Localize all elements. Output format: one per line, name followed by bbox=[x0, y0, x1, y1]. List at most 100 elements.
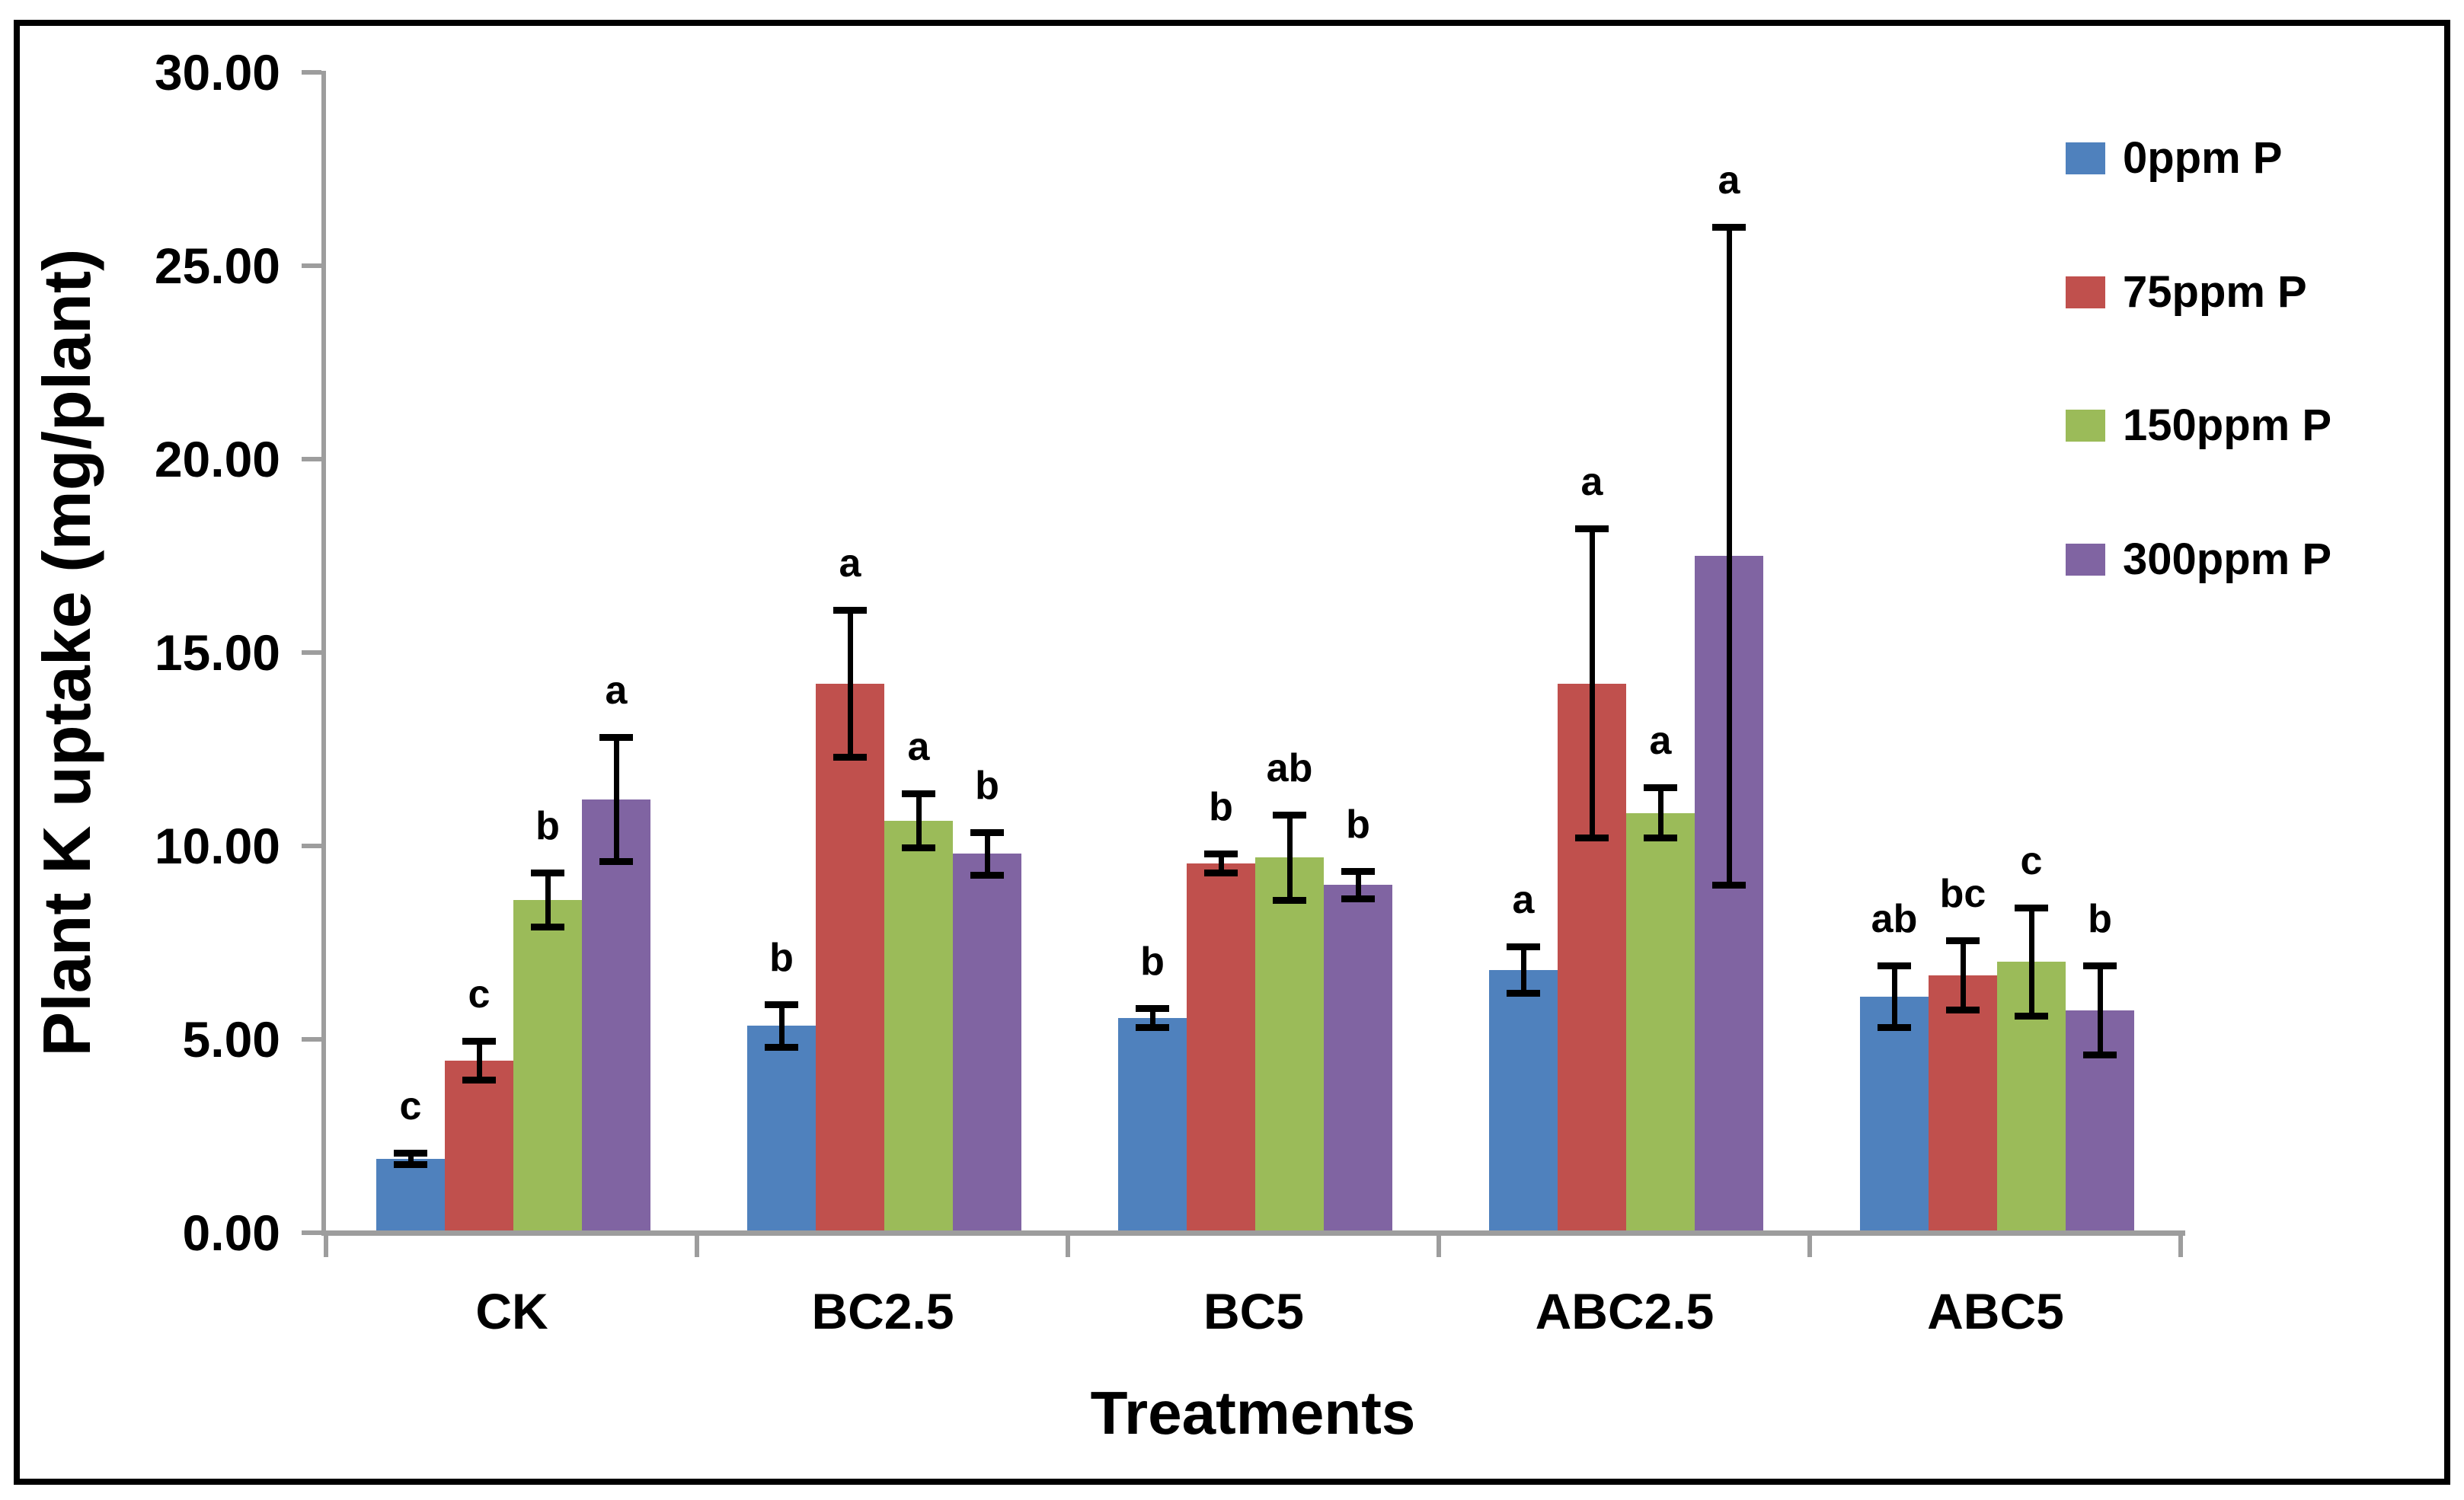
error-bar-stem bbox=[1150, 1005, 1155, 1031]
error-bar-cap-top bbox=[1644, 784, 1677, 791]
x-tick bbox=[1437, 1236, 1441, 1257]
error-bar-cap-top bbox=[1204, 851, 1238, 857]
error-bar-stem bbox=[1287, 812, 1293, 904]
bar-BC2.5-75ppmP bbox=[816, 684, 884, 1233]
error-bar-cap-bottom bbox=[1273, 897, 1306, 904]
significance-letter-BC5-150ppmP: ab bbox=[1266, 746, 1313, 790]
error-bar-BC5-75ppmP bbox=[1204, 851, 1238, 876]
legend-swatch-300ppmP bbox=[2066, 544, 2105, 576]
error-bar-cap-top bbox=[970, 829, 1004, 836]
error-bar-stem bbox=[1356, 868, 1361, 902]
legend-label-0ppmP: 0ppm P bbox=[2123, 133, 2283, 183]
bar-ABC5-0ppmP bbox=[1860, 997, 1929, 1233]
significance-letter-CK-0ppmP: c bbox=[399, 1084, 422, 1128]
significance-letter-ABC5-75ppmP: bc bbox=[1939, 872, 1986, 916]
bar-BC5-300ppmP bbox=[1324, 885, 1392, 1233]
figure-border bbox=[14, 20, 2450, 1485]
y-tick bbox=[302, 844, 321, 848]
error-bar-cap-top bbox=[1507, 943, 1540, 950]
y-tick-label: 25.00 bbox=[154, 238, 280, 294]
y-tick-label: 30.00 bbox=[154, 44, 280, 101]
x-tick bbox=[1066, 1236, 1070, 1257]
y-tick-label: 15.00 bbox=[154, 624, 280, 681]
error-bar-stem bbox=[779, 1001, 785, 1051]
significance-letter-ABC2.5-300ppmP: a bbox=[1718, 158, 1740, 203]
error-bar-cap-top bbox=[1341, 868, 1375, 875]
error-bar-stem bbox=[408, 1150, 414, 1168]
error-bar-cap-top bbox=[1575, 525, 1609, 532]
bar-CK-300ppmP bbox=[582, 799, 650, 1233]
y-tick-label: 0.00 bbox=[182, 1205, 280, 1261]
y-axis-line bbox=[321, 71, 326, 1234]
bar-BC5-75ppmP bbox=[1187, 863, 1255, 1233]
error-bar-stem bbox=[848, 607, 853, 761]
error-bar-cap-bottom bbox=[599, 858, 633, 865]
y-tick bbox=[302, 457, 321, 461]
y-tick-label: 10.00 bbox=[154, 818, 280, 874]
error-bar-cap-top bbox=[833, 607, 867, 614]
error-bar-stem bbox=[916, 790, 922, 851]
significance-letter-ABC2.5-75ppmP: a bbox=[1580, 460, 1603, 504]
error-bar-cap-bottom bbox=[1644, 835, 1677, 841]
significance-letter-ABC5-150ppmP: c bbox=[2020, 839, 2043, 883]
error-bar-cap-bottom bbox=[531, 924, 564, 930]
significance-letter-ABC2.5-0ppmP: a bbox=[1512, 878, 1535, 922]
error-bar-cap-top bbox=[462, 1038, 496, 1045]
error-bar-cap-bottom bbox=[1507, 990, 1540, 997]
error-bar-stem bbox=[545, 870, 551, 930]
error-bar-cap-bottom bbox=[1712, 882, 1746, 889]
error-bar-ABC5-0ppmP bbox=[1878, 962, 1911, 1031]
x-category-label-ABC2.5: ABC2.5 bbox=[1535, 1283, 1715, 1339]
significance-letter-CK-300ppmP: a bbox=[605, 669, 628, 713]
error-bar-cap-bottom bbox=[902, 844, 935, 851]
x-category-label-BC2.5: BC2.5 bbox=[811, 1283, 954, 1339]
y-tick-label: 5.00 bbox=[182, 1011, 280, 1068]
significance-letter-BC5-75ppmP: b bbox=[1209, 785, 1233, 829]
error-bar-ABC2.5-150ppmP bbox=[1644, 784, 1677, 841]
error-bar-ABC2.5-75ppmP bbox=[1575, 525, 1609, 841]
x-axis-line bbox=[321, 1230, 2185, 1236]
error-bar-cap-top bbox=[1136, 1005, 1169, 1012]
error-bar-BC5-150ppmP bbox=[1273, 812, 1306, 904]
error-bar-stem bbox=[985, 829, 990, 879]
error-bar-cap-top bbox=[394, 1150, 427, 1157]
error-bar-stem bbox=[614, 734, 619, 865]
legend-label-75ppmP: 75ppm P bbox=[2123, 267, 2307, 317]
significance-letter-BC2.5-300ppmP: b bbox=[975, 764, 999, 808]
error-bar-BC2.5-300ppmP bbox=[970, 829, 1004, 879]
x-axis-title: Treatments bbox=[1090, 1379, 1416, 1447]
bar-ABC2.5-150ppmP bbox=[1626, 813, 1695, 1233]
error-bar-cap-top bbox=[599, 734, 633, 741]
x-category-label-CK: CK bbox=[475, 1283, 548, 1339]
error-bar-cap-bottom bbox=[765, 1044, 798, 1051]
y-tick bbox=[302, 70, 321, 75]
bar-BC2.5-0ppmP bbox=[747, 1026, 816, 1233]
error-bar-stem bbox=[1961, 937, 1966, 1013]
bar-ABC2.5-0ppmP bbox=[1489, 970, 1558, 1233]
error-bar-BC2.5-75ppmP bbox=[833, 607, 867, 761]
error-bar-ABC2.5-300ppmP bbox=[1712, 224, 1746, 889]
legend-swatch-0ppmP bbox=[2066, 142, 2105, 174]
error-bar-cap-top bbox=[1712, 224, 1746, 231]
error-bar-cap-bottom bbox=[833, 754, 867, 761]
significance-letter-BC2.5-0ppmP: b bbox=[769, 936, 794, 980]
error-bar-cap-bottom bbox=[2015, 1013, 2048, 1020]
error-bar-cap-top bbox=[2015, 905, 2048, 911]
significance-letter-BC2.5-75ppmP: a bbox=[839, 541, 861, 586]
error-bar-cap-bottom bbox=[1575, 835, 1609, 841]
error-bar-BC2.5-0ppmP bbox=[765, 1001, 798, 1051]
error-bar-stem bbox=[1658, 784, 1663, 841]
y-tick-label: 20.00 bbox=[154, 431, 280, 487]
error-bar-cap-bottom bbox=[1204, 870, 1238, 876]
error-bar-ABC2.5-0ppmP bbox=[1507, 943, 1540, 997]
error-bar-stem bbox=[477, 1038, 482, 1084]
error-bar-CK-75ppmP bbox=[462, 1038, 496, 1084]
error-bar-cap-bottom bbox=[1341, 895, 1375, 902]
error-bar-ABC5-300ppmP bbox=[2083, 962, 2117, 1058]
y-tick bbox=[302, 263, 321, 268]
error-bar-stem bbox=[1521, 943, 1526, 997]
error-bar-stem bbox=[2098, 962, 2103, 1058]
error-bar-cap-top bbox=[1878, 962, 1911, 969]
